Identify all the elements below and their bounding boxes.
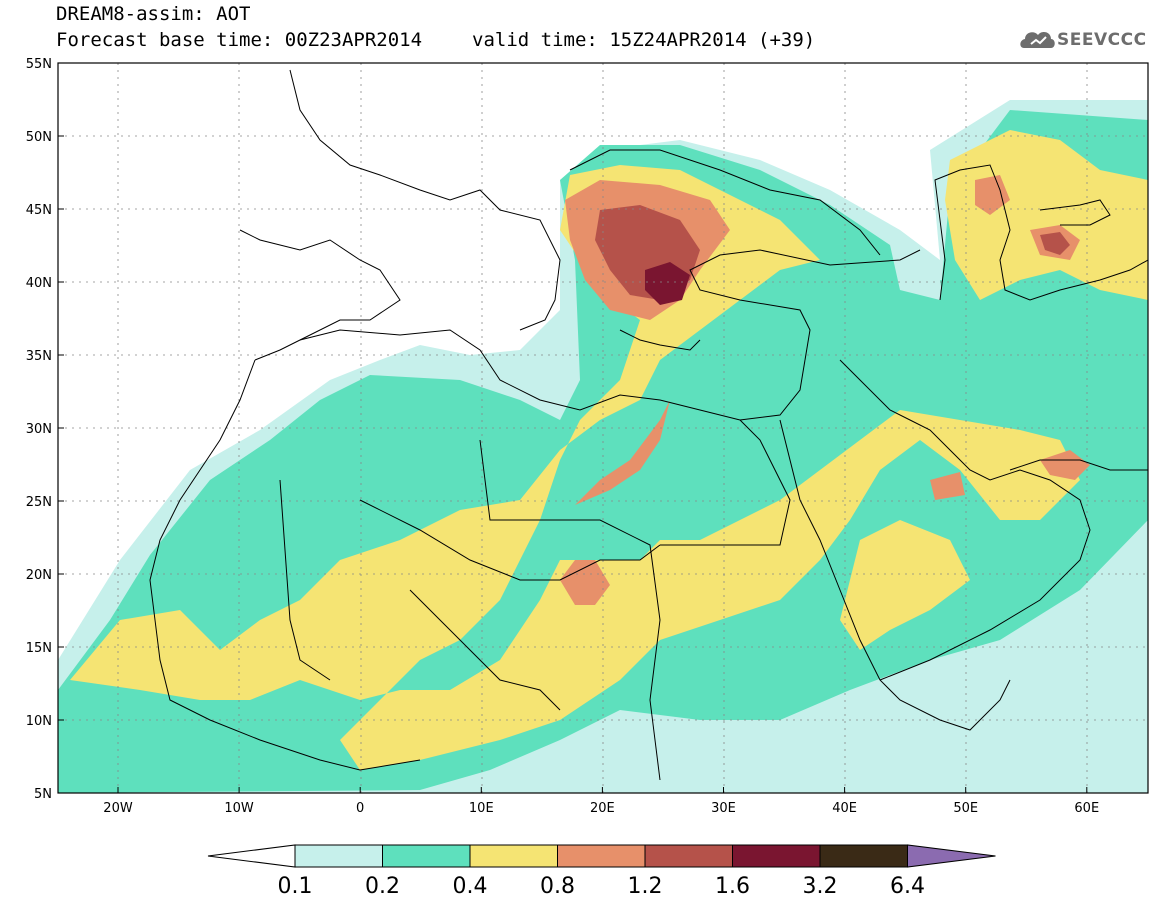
colorbar-label: 3.2 (803, 874, 838, 899)
longitude-labels: 20W 10W 0 10E 20E 30E 40E 50E 60E (103, 787, 1099, 816)
lon-label: 40E (832, 801, 857, 816)
colorbar-label: 0.1 (278, 874, 313, 899)
lat-label: 10N (26, 714, 52, 729)
logo-text: SEEVCCC (1057, 30, 1147, 50)
lon-label: 10E (469, 801, 494, 816)
lat-label: 50N (26, 130, 52, 145)
colorbar-high-arrow (907, 844, 996, 868)
title-line-1: DREAM8-assim: AOT (56, 3, 251, 25)
lat-label: 40N (26, 276, 52, 291)
colorbar-label: 1.2 (628, 874, 663, 899)
lat-label: 5N (34, 787, 52, 802)
colorbar-swatch (469, 844, 558, 868)
colorbar-swatch (732, 844, 821, 868)
base-time-label: Forecast base time: 00Z23APR2014 (56, 29, 423, 51)
lon-label: 20E (590, 801, 615, 816)
lon-label: 50E (953, 801, 978, 816)
title-line-2: Forecast base time: 00Z23APR2014 valid ti… (56, 30, 815, 50)
colorbar-label: 0.8 (540, 874, 575, 899)
lat-label: 35N (26, 349, 52, 364)
colorbar-low-arrow (207, 844, 296, 868)
lat-label: 20N (26, 568, 52, 583)
latitude-labels: 55N 50N 45N 40N 35N 30N 25N 20N 15N 10N 5N (26, 57, 64, 802)
lon-label: 0 (356, 801, 364, 816)
coastlines (149, 69, 1148, 781)
colorbar-label: 0.2 (365, 874, 400, 899)
valid-time-label: valid time: 15Z24APR2014 (+39) (472, 29, 816, 51)
lat-label: 15N (26, 641, 52, 656)
lon-label: 10W (224, 801, 254, 816)
graticule (58, 63, 1148, 793)
cloud-icon (1020, 31, 1055, 48)
colorbar-label: 1.6 (715, 874, 750, 899)
lon-label: 20W (103, 801, 133, 816)
colorbar-swatch (382, 844, 471, 868)
lon-label: 30E (711, 801, 736, 816)
colorbar-swatch (557, 844, 646, 868)
colorbar-swatch (644, 844, 733, 868)
lat-label: 45N (26, 203, 52, 218)
colorbar-label: 6.4 (890, 874, 925, 899)
aot-field (58, 63, 1148, 793)
lon-label: 60E (1074, 801, 1099, 816)
colorbar-label: 0.4 (453, 874, 488, 899)
colorbar-swatch (819, 844, 908, 868)
colorbar-swatch (294, 844, 383, 868)
lat-label: 25N (26, 495, 52, 510)
lat-label: 30N (26, 422, 52, 437)
colorbar: 0.1 0.2 0.4 0.8 1.2 1.6 3.2 6.4 (207, 844, 996, 899)
lat-label: 55N (26, 57, 52, 72)
